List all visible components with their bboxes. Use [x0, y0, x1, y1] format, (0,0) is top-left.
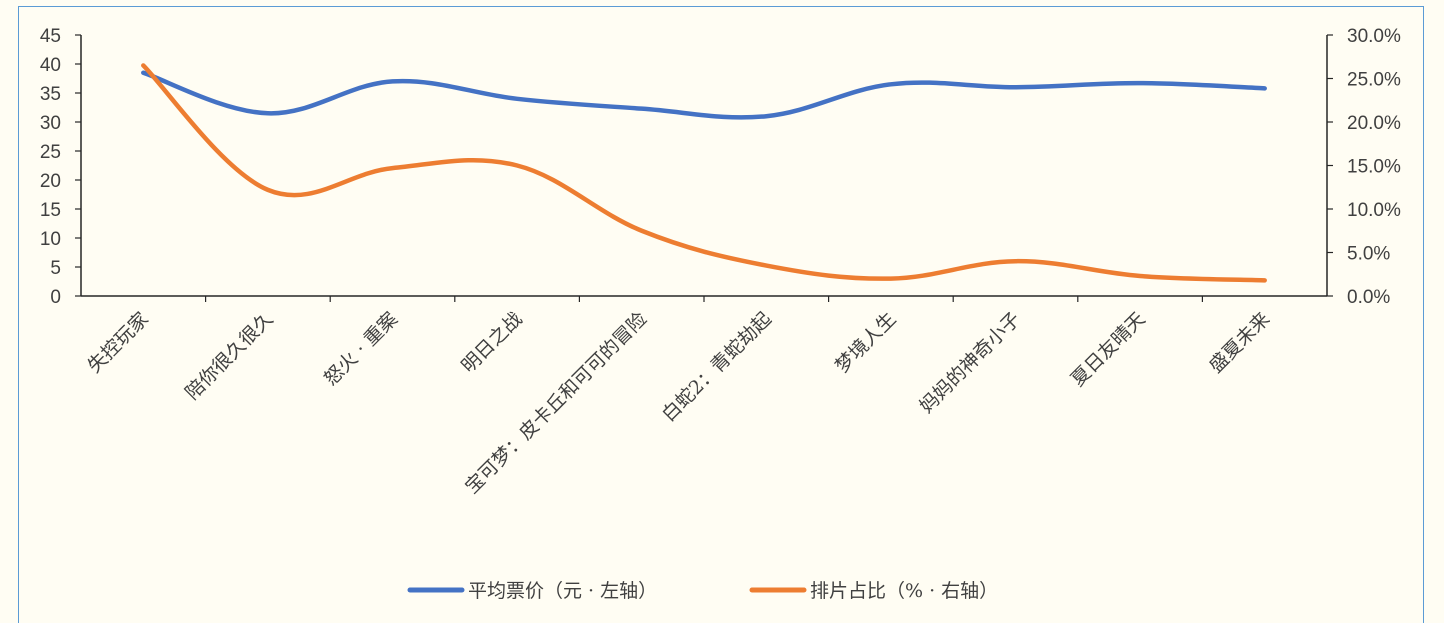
category-label: 明日之战 [457, 308, 526, 377]
left-tick-label: 0 [50, 287, 61, 308]
chart-frame [18, 6, 1424, 623]
right-tick-label: 20.0% [1347, 113, 1401, 134]
avg-price-line [141, 70, 1267, 120]
legend: 平均票价（元 · 左轴） 排片占比（% · 右轴） [407, 580, 998, 602]
category-label: 失控玩家 [84, 308, 153, 377]
right-axis-tick-labels: 0.0% 5.0% 10.0% 15.0% 20.0% 25.0% 30.0% [1347, 26, 1401, 308]
right-tick-label: 5.0% [1347, 244, 1390, 265]
left-tick-label: 30 [40, 113, 61, 134]
category-label: 盛夏未来 [1205, 308, 1274, 377]
series-lines [141, 63, 1267, 283]
left-tick-label: 15 [40, 200, 61, 221]
left-tick-label: 40 [40, 55, 61, 76]
screen-share-line [141, 63, 1267, 283]
right-tick-label: 15.0% [1347, 157, 1401, 178]
category-label: 妈妈的神奇小子 [915, 308, 1025, 418]
category-label: 夏日友晴天 [1067, 308, 1150, 391]
legend-label-screen-share: 排片占比（% · 右轴） [810, 580, 998, 602]
left-tick-label: 25 [40, 142, 61, 163]
left-tick-label: 10 [40, 229, 61, 250]
category-label: 白蛇2：青蛇劫起 [658, 308, 776, 426]
left-tick-label: 20 [40, 171, 61, 192]
left-tick-label: 35 [40, 84, 61, 105]
axes [75, 34, 1333, 302]
category-label: 怒火 · 重案 [320, 308, 402, 390]
category-label: 梦境人生 [831, 308, 900, 377]
left-axis-tick-labels: 0 5 10 15 20 25 30 35 40 45 [40, 26, 61, 308]
left-tick-label: 45 [40, 26, 61, 47]
left-tick-label: 5 [50, 258, 61, 279]
legend-label-avg-price: 平均票价（元 · 左轴） [468, 580, 657, 602]
category-label: 陪你很久很久 [181, 308, 277, 404]
right-tick-label: 30.0% [1347, 26, 1401, 47]
right-tick-label: 10.0% [1347, 200, 1401, 221]
right-tick-label: 0.0% [1347, 287, 1390, 308]
right-tick-label: 25.0% [1347, 70, 1401, 91]
